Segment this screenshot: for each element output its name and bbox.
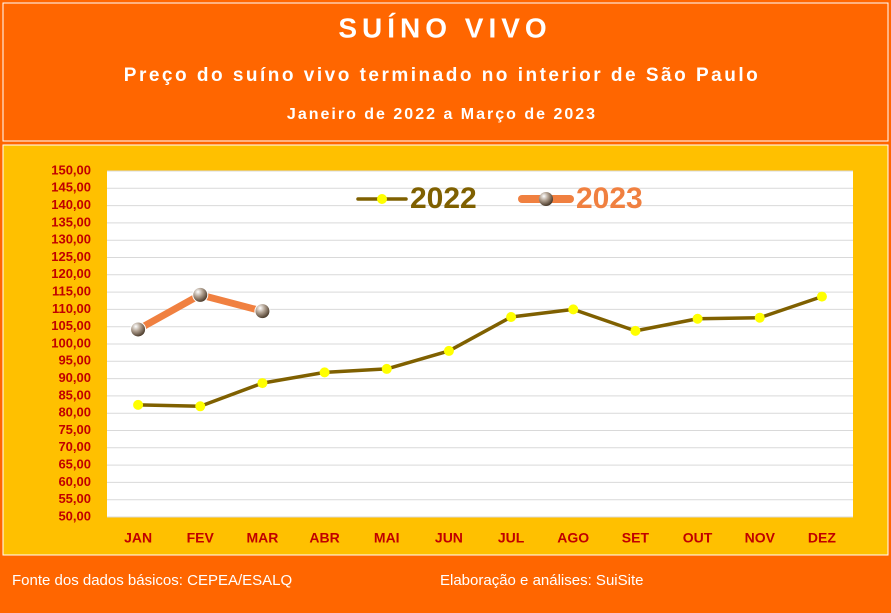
data-point (443, 345, 454, 356)
x-tick-label: SET (622, 530, 650, 546)
data-point (630, 325, 641, 336)
legend-label: 2023 (576, 182, 643, 215)
y-tick-label: 150,00 (51, 162, 91, 177)
y-tick-label: 135,00 (51, 214, 91, 229)
header (2, 2, 889, 142)
data-point (257, 378, 268, 389)
x-tick-label: FEV (187, 530, 215, 546)
x-tick-label: MAR (246, 530, 278, 546)
y-tick-label: 110,00 (52, 301, 91, 316)
y-tick-label: 65,00 (58, 457, 91, 472)
y-tick-label: 95,00 (58, 353, 91, 368)
data-point (254, 303, 271, 320)
legend-marker (539, 192, 553, 206)
x-tick-label: JAN (124, 530, 152, 546)
chart-subtitle: Preço do suíno vivo terminado no interio… (124, 65, 760, 86)
y-tick-label: 50,00 (58, 508, 91, 523)
x-tick-label: DEZ (808, 530, 836, 546)
data-point (816, 291, 827, 302)
x-tick-label: JUN (435, 530, 463, 546)
y-tick-label: 115,00 (52, 284, 91, 299)
data-point (381, 363, 392, 374)
y-tick-label: 130,00 (51, 232, 91, 247)
source-note: Fonte dos dados básicos: CEPEA/ESALQ (12, 572, 292, 589)
y-tick-label: 125,00 (51, 249, 91, 264)
data-point (754, 312, 765, 323)
y-tick-label: 85,00 (58, 387, 91, 402)
y-tick-label: 55,00 (58, 491, 91, 506)
y-tick-label: 120,00 (51, 266, 91, 281)
y-tick-label: 140,00 (51, 197, 91, 212)
y-tick-label: 105,00 (51, 318, 91, 333)
data-point (692, 313, 703, 324)
data-point (568, 304, 579, 315)
x-tick-label: JUL (498, 530, 525, 546)
y-tick-label: 75,00 (58, 422, 91, 437)
x-tick-label: NOV (745, 530, 776, 546)
data-point (319, 367, 330, 378)
legend-label: 2022 (410, 182, 477, 215)
data-point (133, 399, 144, 410)
y-tick-label: 145,00 (51, 180, 91, 195)
chart-period: Janeiro de 2022 a Março de 2023 (287, 106, 597, 123)
x-tick-label: MAI (374, 530, 400, 546)
y-tick-label: 90,00 (58, 370, 91, 385)
x-tick-label: OUT (683, 530, 713, 546)
y-tick-label: 70,00 (58, 439, 91, 454)
data-point (192, 286, 209, 303)
legend-marker (377, 194, 387, 204)
data-point (506, 312, 517, 323)
x-tick-label: ABR (309, 530, 339, 546)
series-line (138, 294, 823, 409)
x-tick-label: AGO (557, 530, 589, 546)
chart-title: SUÍNO VIVO (338, 12, 551, 43)
credit-note: Elaboração e análises: SuiSite (440, 572, 643, 589)
data-point (195, 401, 206, 412)
y-tick-label: 100,00 (51, 335, 91, 350)
y-tick-label: 60,00 (58, 474, 91, 489)
y-tick-label: 80,00 (58, 405, 91, 420)
data-point (130, 321, 147, 338)
